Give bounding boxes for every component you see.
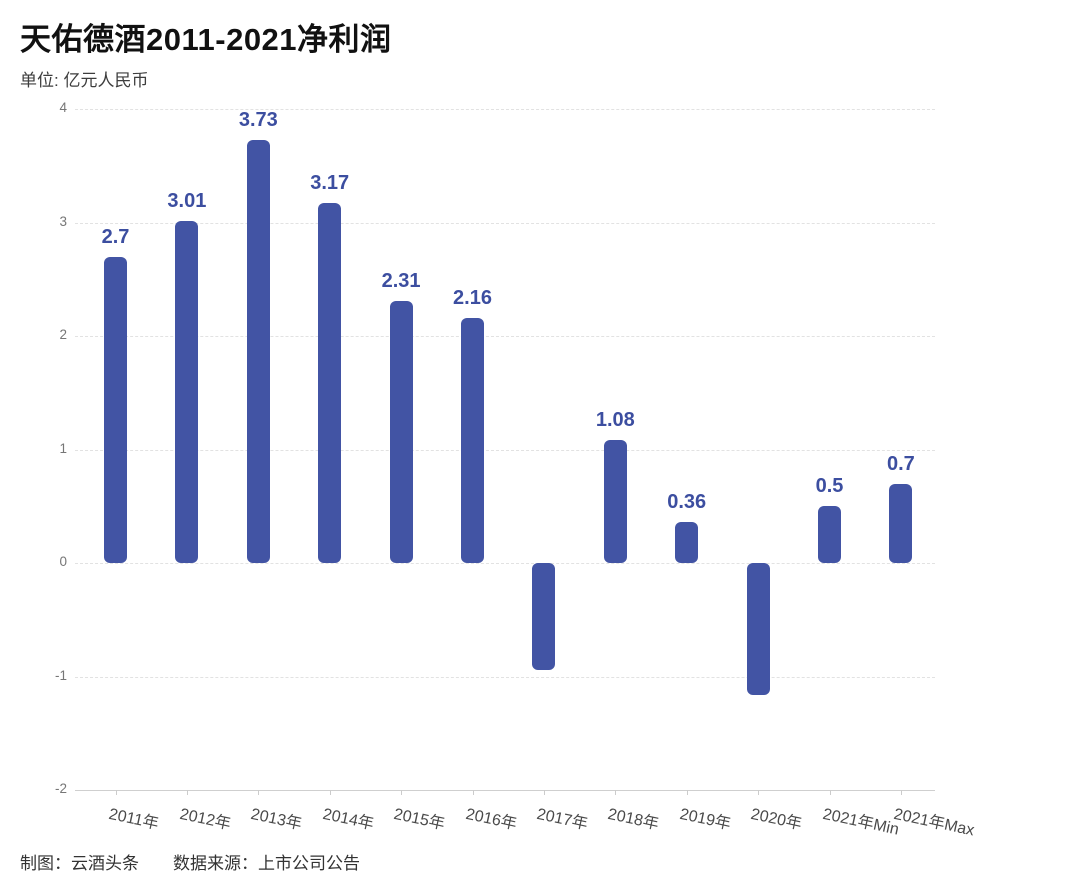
- x-axis-label-2021年Max: 2021年Max: [892, 805, 976, 840]
- x-axis-tick-2017年: [543, 790, 545, 795]
- bar-2012年: [175, 221, 199, 563]
- bar-2011年: [104, 256, 127, 563]
- page-title: 天佑德酒2011-2021净利润: [20, 22, 392, 57]
- x-axis-label-2019年: 2019年: [677, 805, 732, 834]
- bar-2021年Max: [889, 483, 913, 563]
- value-label-2015年: 2.31: [381, 269, 421, 292]
- x-axis-tick-2011年: [115, 790, 117, 795]
- value-label-2014年: 3.17: [310, 172, 350, 195]
- y-axis-tick-label-1: 1: [59, 440, 67, 456]
- unit-label: 单位: 亿元人民币: [20, 71, 149, 90]
- value-label-2012年: 3.01: [167, 190, 207, 213]
- x-axis-label-2014年: 2014年: [320, 805, 375, 834]
- x-axis-label-2013年: 2013年: [249, 805, 304, 834]
- x-axis-tick-2020年: [758, 790, 760, 795]
- x-axis-tick-2018年: [615, 790, 617, 795]
- x-axis-label-2021年Min: 2021年Min: [820, 805, 900, 839]
- x-axis-label-2011年: 2011年: [106, 805, 160, 833]
- bar-2018年: [603, 440, 627, 563]
- bar-2021年Min: [818, 506, 841, 563]
- bar-chart-plot-area: -2 -1 0 1 2 3 4 2.7 2011年 3.01 2012年 3.73 2013年 3.17 2…: [55, 100, 976, 840]
- x-axis-label-2015年: 2015年: [392, 805, 447, 834]
- x-axis-label-2017年: 2017年: [535, 805, 590, 834]
- value-label-2011年: 2.7: [101, 225, 130, 248]
- value-label-2021年Max: 0.7: [886, 452, 915, 475]
- x-axis-tick-2016年: [472, 790, 474, 795]
- x-axis-tick-2014年: [329, 790, 331, 795]
- gridline-y-4: [75, 109, 935, 110]
- value-label-2013年: 3.73: [238, 108, 278, 131]
- x-axis-label-2012年: 2012年: [178, 805, 233, 834]
- x-axis-line: [75, 790, 935, 791]
- x-axis-label-2020年: 2020年: [749, 805, 804, 834]
- gridline-y-3: [75, 222, 935, 224]
- value-label-2016年: 2.16: [453, 286, 492, 309]
- bar-2016年: [461, 317, 484, 563]
- x-axis-tick-2019年: [686, 790, 688, 795]
- x-axis-label-2018年: 2018年: [606, 805, 661, 834]
- y-axis-tick-label--2: -2: [54, 781, 67, 796]
- gridline-y-0: [75, 563, 935, 564]
- y-axis-tick-label--1: -1: [54, 667, 67, 683]
- bar-2014年: [318, 203, 342, 563]
- x-axis-tick-2015年: [401, 790, 403, 795]
- data-source-text: 数据来源：上市公司公告: [173, 854, 360, 873]
- x-axis-tick-2021年Max: [900, 790, 902, 795]
- value-label-2021年Min: 0.5: [815, 475, 844, 498]
- x-axis-tick-2021年Min: [829, 790, 831, 795]
- x-axis-tick-2012年: [186, 790, 188, 795]
- bar-2017年: [532, 563, 556, 670]
- y-axis-tick-label-0: 0: [59, 554, 67, 569]
- bar-2020年: [746, 563, 770, 695]
- gridline-y-2: [75, 336, 935, 337]
- x-axis-label-2016年: 2016年: [463, 805, 518, 834]
- gridline-y-1: [75, 449, 935, 451]
- bar-2019年: [675, 522, 699, 563]
- value-label-2019年: 0.36: [667, 491, 707, 514]
- y-axis-tick-label-2: 2: [59, 327, 67, 342]
- credit-text: 制图：云酒头条: [20, 854, 139, 873]
- y-axis-tick-label-3: 3: [59, 213, 67, 229]
- chart-footer: 制图：云酒头条 数据来源：上市公司公告: [20, 849, 360, 874]
- value-label-2018年: 1.08: [595, 409, 635, 432]
- y-axis-tick-label-4: 4: [59, 100, 67, 115]
- bar-2013年: [246, 139, 270, 563]
- gridline-y--1: [75, 676, 935, 678]
- bar-2015年: [389, 300, 413, 563]
- x-axis-tick-2013年: [258, 790, 260, 795]
